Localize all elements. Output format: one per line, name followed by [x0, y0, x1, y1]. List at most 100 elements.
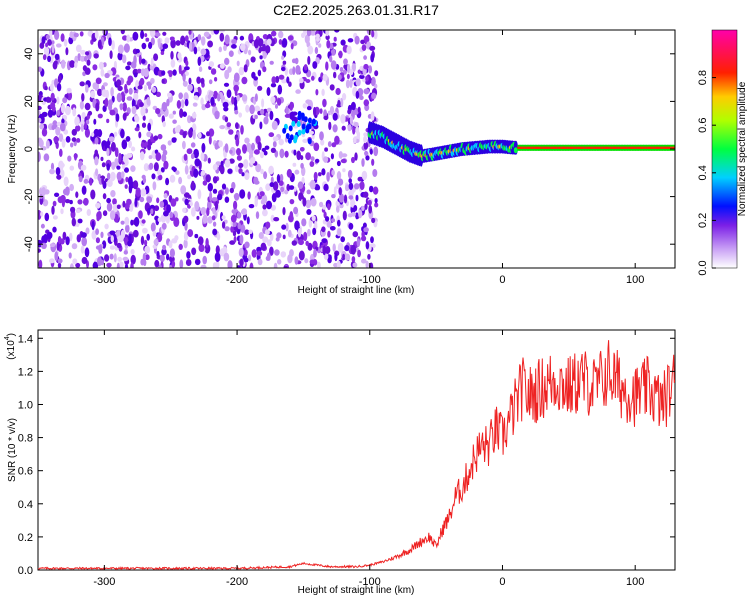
spectrogram-noise-cell — [110, 235, 115, 243]
spectrogram-noise-cell — [214, 142, 219, 150]
spectrogram-noise-cell — [329, 226, 336, 231]
spectrogram-noise-cell — [186, 251, 191, 259]
spectrogram-noise-cell — [126, 96, 133, 101]
spectrogram-tone-core — [635, 146, 638, 149]
spectrogram-noise-cell — [224, 116, 229, 123]
spectrogram-tone-core — [563, 146, 566, 149]
spectrogram-noise-cell — [212, 262, 217, 268]
spectrogram-noise-cell — [313, 171, 318, 181]
spectrogram-tone-core — [665, 146, 668, 149]
spectrogram-tone-core — [530, 146, 533, 149]
spectrogram-noise-cell — [369, 45, 376, 51]
spectrogram-noise-cell — [229, 240, 236, 245]
spectrogram-noise-cell — [161, 70, 166, 76]
spectrogram-noise-cell — [106, 163, 110, 171]
spectrogram-noise-cell — [342, 93, 347, 101]
spectrogram-noise-cell — [123, 43, 130, 53]
spectrogram-noise-cell — [359, 95, 364, 101]
spectrogram-noise-cell — [153, 162, 159, 172]
spectrogram-noise-cell — [292, 162, 297, 167]
spectrogram-noise-cell — [217, 193, 223, 201]
spectrogram-noise-cell — [294, 256, 299, 265]
spectrogram-noise-cell — [153, 53, 159, 61]
spectrogram-noise-cell — [65, 47, 69, 56]
spectrogram-noise-cell — [227, 168, 233, 174]
spectrogram-noise-cell — [80, 49, 86, 55]
spectrogram-noise-cell — [150, 57, 154, 67]
spectrogram-noise-cell — [182, 73, 186, 82]
spectrogram-noise-cell — [358, 209, 363, 219]
spectrogram-noise-cell — [271, 120, 278, 130]
spectrogram-noise-cell — [90, 132, 95, 138]
spectrogram-noise-cell — [340, 39, 346, 46]
spectrogram-noise-cell — [335, 200, 340, 207]
spectrogram-noise-cell — [329, 42, 334, 50]
spectrogram-burst-cell — [297, 110, 302, 117]
spectrogram-noise-cell — [157, 38, 161, 49]
spectrogram-noise-cell — [324, 147, 328, 152]
spectrogram-noise-cell — [219, 30, 226, 33]
spectrogram-noise-cell — [138, 54, 142, 65]
spectrogram-noise-cell — [294, 57, 299, 65]
spectrogram-noise-cell — [228, 129, 234, 135]
spectrogram-noise-cell — [59, 122, 66, 132]
spectrogram-noise-cell — [370, 53, 375, 63]
spectrogram-noise-cell — [236, 211, 242, 219]
spectrogram-noise-cell — [94, 156, 99, 166]
spectrogram-noise-cell — [268, 132, 275, 138]
spectrogram-noise-cell — [278, 30, 284, 39]
spectrogram-burst-cell — [288, 125, 293, 132]
spectrogram-noise-cell — [324, 246, 331, 254]
spectrogram-noise-cell — [200, 170, 206, 177]
spectrogram-noise-cell — [41, 111, 48, 117]
spectrogram-noise-cell — [242, 144, 247, 154]
spectrogram-noise-cell — [122, 256, 129, 262]
spectrogram-noise-cell — [205, 237, 209, 248]
spectrogram-tone-core — [549, 146, 552, 149]
spectrogram-noise-cell — [77, 199, 83, 205]
spectrogram-noise-cell — [367, 253, 371, 260]
spectrogram-noise-cell — [81, 185, 87, 195]
spectrogram-noise-cell — [183, 92, 189, 102]
spectrogram-noise-cell — [162, 149, 168, 156]
spectrogram-burst-cell — [291, 120, 296, 127]
spectrogram-tone-core — [533, 146, 536, 149]
spectrogram-noise-cell — [71, 217, 77, 227]
spectrogram-noise-cell — [217, 93, 221, 102]
spectrogram-noise-cell — [255, 211, 260, 220]
spectrogram-noise-cell — [143, 67, 149, 78]
spectrogram-noise-cell — [265, 45, 271, 54]
spectrogram-noise-cell — [81, 236, 87, 247]
spectrogram-noise-cell — [275, 237, 280, 242]
spectrogram-noise-cell — [208, 135, 212, 145]
spectrogram-noise-cell — [224, 69, 230, 80]
spectrogram-noise-cell — [295, 65, 301, 75]
spectrogram-noise-cell — [234, 165, 239, 173]
spectrogram-noise-cell — [201, 103, 206, 111]
spectrogram-noise-cell — [173, 217, 180, 228]
spectrogram-noise-cell — [350, 244, 357, 255]
spectrogram-noise-cell — [212, 176, 218, 184]
spectrogram-noise-cell — [161, 222, 167, 230]
spectrogram-noise-cell — [80, 123, 84, 132]
spectrogram-noise-cell — [168, 113, 174, 119]
spectrogram-noise-cell — [215, 161, 222, 167]
spectrogram-noise-cell — [281, 78, 287, 84]
spectrogram-noise-cell — [47, 55, 52, 62]
spectrogram-noise-cell — [239, 43, 246, 52]
spectrogram-noise-cell — [110, 87, 114, 97]
spectrogram-noise-cell — [109, 253, 114, 260]
spectrogram-noise-cell — [179, 259, 184, 268]
spectrogram-noise-cell — [187, 204, 191, 209]
spectrogram-noise-cell — [241, 94, 248, 102]
spectrogram-noise-cell — [344, 253, 351, 261]
spectrogram-tone-core — [649, 146, 652, 149]
spectrogram-noise-cell — [40, 223, 45, 229]
spectrogram-noise-cell — [140, 106, 146, 117]
spectrogram-noise-cell — [38, 152, 41, 162]
spectrogram-noise-cell — [124, 216, 130, 226]
spectrogram-noise-cell — [109, 50, 113, 59]
spectrogram-noise-cell — [93, 118, 97, 125]
spectrogram-noise-cell — [241, 208, 248, 216]
spectrogram-noise-cell — [113, 253, 117, 263]
